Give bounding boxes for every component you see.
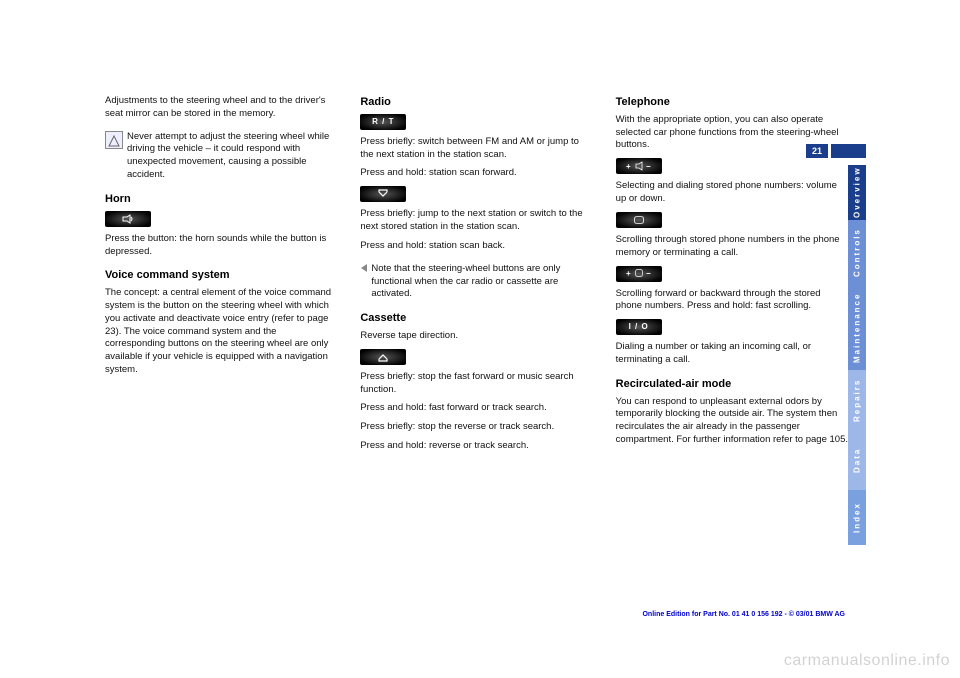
col3-h1-p4: Scrolling forward or backward through th…: [616, 288, 849, 314]
tab-repairs[interactable]: Repairs: [848, 370, 866, 430]
io-button-icon: I / O: [616, 319, 662, 335]
col3-h1-p: With the appropriate option, you can als…: [616, 114, 849, 152]
col1-warning: Never attempt to adjust the steering whe…: [105, 131, 338, 182]
manual-page: 21 Adjustments to the steering wheel and…: [0, 0, 960, 678]
col2-h1-p2: Press and hold: station scan forward.: [360, 167, 593, 180]
content-columns: Adjustments to the steering wheel and to…: [105, 95, 849, 595]
col3-h1-p5: Dialing a number or taking an incoming c…: [616, 341, 849, 367]
phone-scroll-button-icon: +−: [616, 266, 662, 282]
side-tabs: Overview Controls Maintenance Repairs Da…: [848, 165, 866, 575]
col2-note-text: Note that the steering-wheel buttons are…: [371, 263, 593, 301]
col2-note: Note that the steering-wheel buttons are…: [360, 263, 593, 301]
tab-controls[interactable]: Controls: [848, 220, 866, 285]
svg-text:+: +: [626, 162, 632, 171]
column-3: Telephone With the appropriate option, y…: [616, 95, 849, 595]
edition-line: Online Edition for Part No. 01 41 0 156 …: [642, 611, 845, 618]
svg-text:+: +: [626, 269, 632, 278]
col1-h1: Horn: [105, 192, 338, 207]
col1-warning-text: Never attempt to adjust the steering whe…: [127, 131, 338, 182]
volume-button-icon: +−: [616, 158, 662, 174]
col2-h1: Radio: [360, 95, 593, 110]
note-arrow-icon: [360, 263, 368, 278]
svg-text:−: −: [646, 269, 652, 278]
tab-maintenance[interactable]: Maintenance: [848, 285, 866, 370]
col3-h2: Recirculated-air mode: [616, 377, 849, 392]
col1-p1: Adjustments to the steering wheel and to…: [105, 95, 338, 121]
rt-button-icon: R / T: [360, 114, 406, 130]
col1-h2-p: The concept: a central element of the vo…: [105, 287, 338, 377]
col2-h2-p1: Reverse tape direction.: [360, 330, 593, 343]
col3-h1-p3: Scrolling through stored phone numbers i…: [616, 234, 849, 260]
svg-text:−: −: [646, 162, 652, 171]
col2-h2-p5: Press and hold: reverse or track search.: [360, 440, 593, 453]
down-button-icon: [360, 186, 406, 202]
col2-h2-p4: Press briefly: stop the reverse or track…: [360, 421, 593, 434]
col3-h1: Telephone: [616, 95, 849, 110]
warning-icon: [105, 131, 123, 149]
up-button-icon: [360, 349, 406, 365]
tab-overview[interactable]: Overview: [848, 165, 866, 220]
column-2: Radio R / T Press briefly: switch betwee…: [360, 95, 593, 595]
col2-h2-p3: Press and hold: fast forward or track se…: [360, 402, 593, 415]
horn-button-icon: [105, 211, 151, 227]
col3-h1-p2: Selecting and dialing stored phone numbe…: [616, 180, 849, 206]
col1-h1-p: Press the button: the horn sounds while …: [105, 233, 338, 259]
col3-h2-p: You can respond to unpleasant external o…: [616, 396, 849, 447]
col2-h1-p4: Press and hold: station scan back.: [360, 240, 593, 253]
tab-index[interactable]: Index: [848, 490, 866, 545]
col2-h1-p1: Press briefly: switch between FM and AM …: [360, 136, 593, 162]
col2-h2: Cassette: [360, 311, 593, 326]
watermark: carmanualsonline.info: [784, 652, 950, 670]
col2-h2-p2: Press briefly: stop the fast forward or …: [360, 371, 593, 397]
phone-button-icon: [616, 212, 662, 228]
tab-data[interactable]: Data: [848, 430, 866, 490]
col1-h2: Voice command system: [105, 268, 338, 283]
col2-h1-p3: Press briefly: jump to the next station …: [360, 208, 593, 234]
column-1: Adjustments to the steering wheel and to…: [105, 95, 338, 595]
